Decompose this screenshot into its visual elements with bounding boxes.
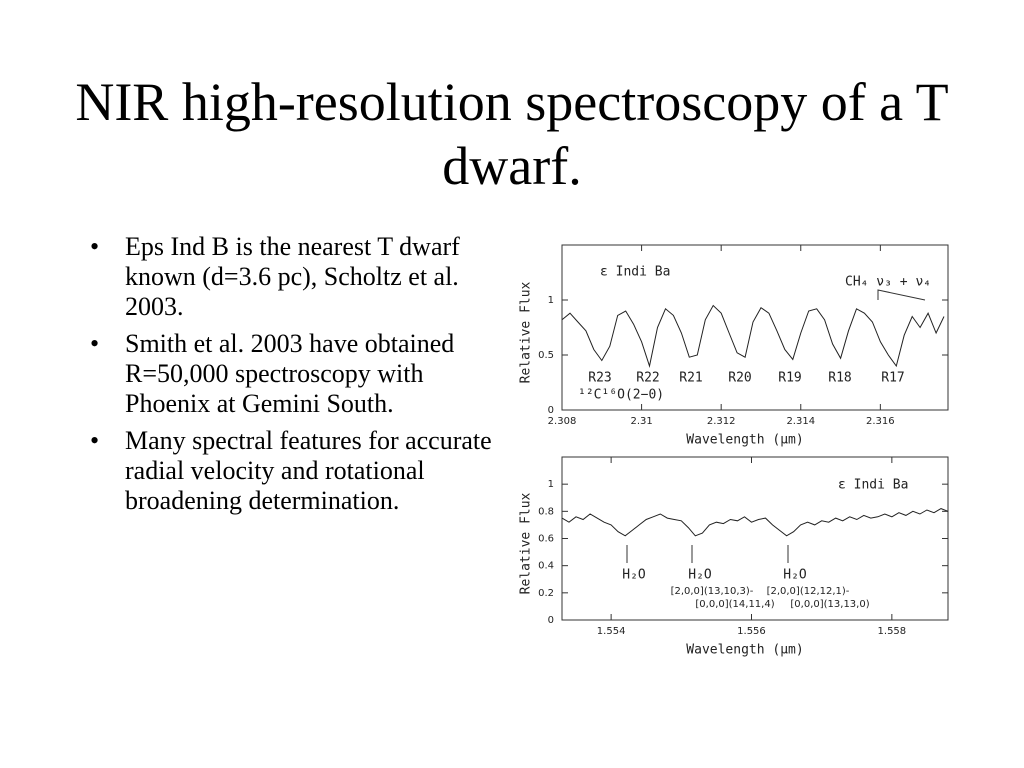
y-tick-label: 0.6 bbox=[538, 534, 554, 545]
bracket bbox=[626, 289, 926, 563]
bullet: Eps Ind B is the nearest T dwarf known (… bbox=[90, 232, 500, 322]
annotation: ε Indi Ba bbox=[838, 478, 908, 493]
annotation: [0,0,0](13,13,0) bbox=[790, 599, 869, 610]
y-tick-label: 0.8 bbox=[538, 506, 554, 517]
slide-title: NIR high-resolution spectroscopy of a T … bbox=[75, 72, 949, 196]
annotation: R22 bbox=[636, 371, 659, 386]
bullet: Many spectral features for accurate radi… bbox=[90, 426, 500, 516]
spectrum-line bbox=[561, 508, 949, 537]
y-tick-label: 0.5 bbox=[538, 350, 554, 361]
x-tick-label: 2.31 bbox=[630, 416, 652, 427]
y-axis-label: Relative Flux bbox=[519, 281, 534, 383]
y-tick-label: 0.2 bbox=[538, 588, 554, 599]
annotation: [0,0,0](14,11,4) bbox=[695, 599, 774, 610]
annotation: H₂O bbox=[783, 568, 807, 583]
y-tick-label: 1 bbox=[548, 479, 554, 490]
bullet-list: Eps Ind B is the nearest T dwarf known (… bbox=[90, 232, 500, 523]
x-tick-label: 2.316 bbox=[866, 416, 895, 427]
y-tick-label: 0 bbox=[548, 405, 554, 416]
annotation: R19 bbox=[778, 371, 801, 386]
y-axis-label: Relative Flux bbox=[519, 492, 534, 594]
annotation: R23 bbox=[588, 371, 611, 386]
y-tick-label: 0.4 bbox=[538, 561, 554, 572]
plot-frame bbox=[561, 244, 949, 411]
y-tick-label: 0 bbox=[548, 615, 554, 626]
spectrum-line bbox=[561, 304, 945, 368]
annotation: H₂O bbox=[688, 568, 712, 583]
annotation: H₂O bbox=[622, 568, 646, 583]
x-tick-label: 1.558 bbox=[878, 626, 907, 637]
x-axis-label: Wavelength (μm) bbox=[686, 643, 803, 658]
x-tick-label: 2.314 bbox=[786, 416, 815, 427]
annotation: ¹²C¹⁶O(2−0) bbox=[578, 388, 664, 403]
annotation: [2,0,0](12,12,1)- bbox=[767, 586, 850, 597]
x-tick-label: 2.312 bbox=[707, 416, 736, 427]
y-tick-label: 1 bbox=[548, 295, 554, 306]
annotation: R18 bbox=[828, 371, 851, 386]
x-tick-label: 2.308 bbox=[548, 416, 577, 427]
annotation: R20 bbox=[728, 371, 751, 386]
annotation: R17 bbox=[881, 371, 904, 386]
x-tick-label: 1.554 bbox=[597, 626, 626, 637]
annotation: [2,0,0](13,10,3)- bbox=[671, 586, 754, 597]
x-tick-label: 1.556 bbox=[737, 626, 766, 637]
annotation: CH₄ ν₃ + ν₄ bbox=[845, 275, 931, 290]
annotation: R21 bbox=[679, 371, 702, 386]
x-axis-label: Wavelength (μm) bbox=[686, 433, 803, 448]
ch4-bracket bbox=[877, 289, 926, 301]
annotation: ε Indi Ba bbox=[600, 265, 670, 280]
bullet: Smith et al. 2003 have obtained R=50,000… bbox=[90, 329, 500, 419]
